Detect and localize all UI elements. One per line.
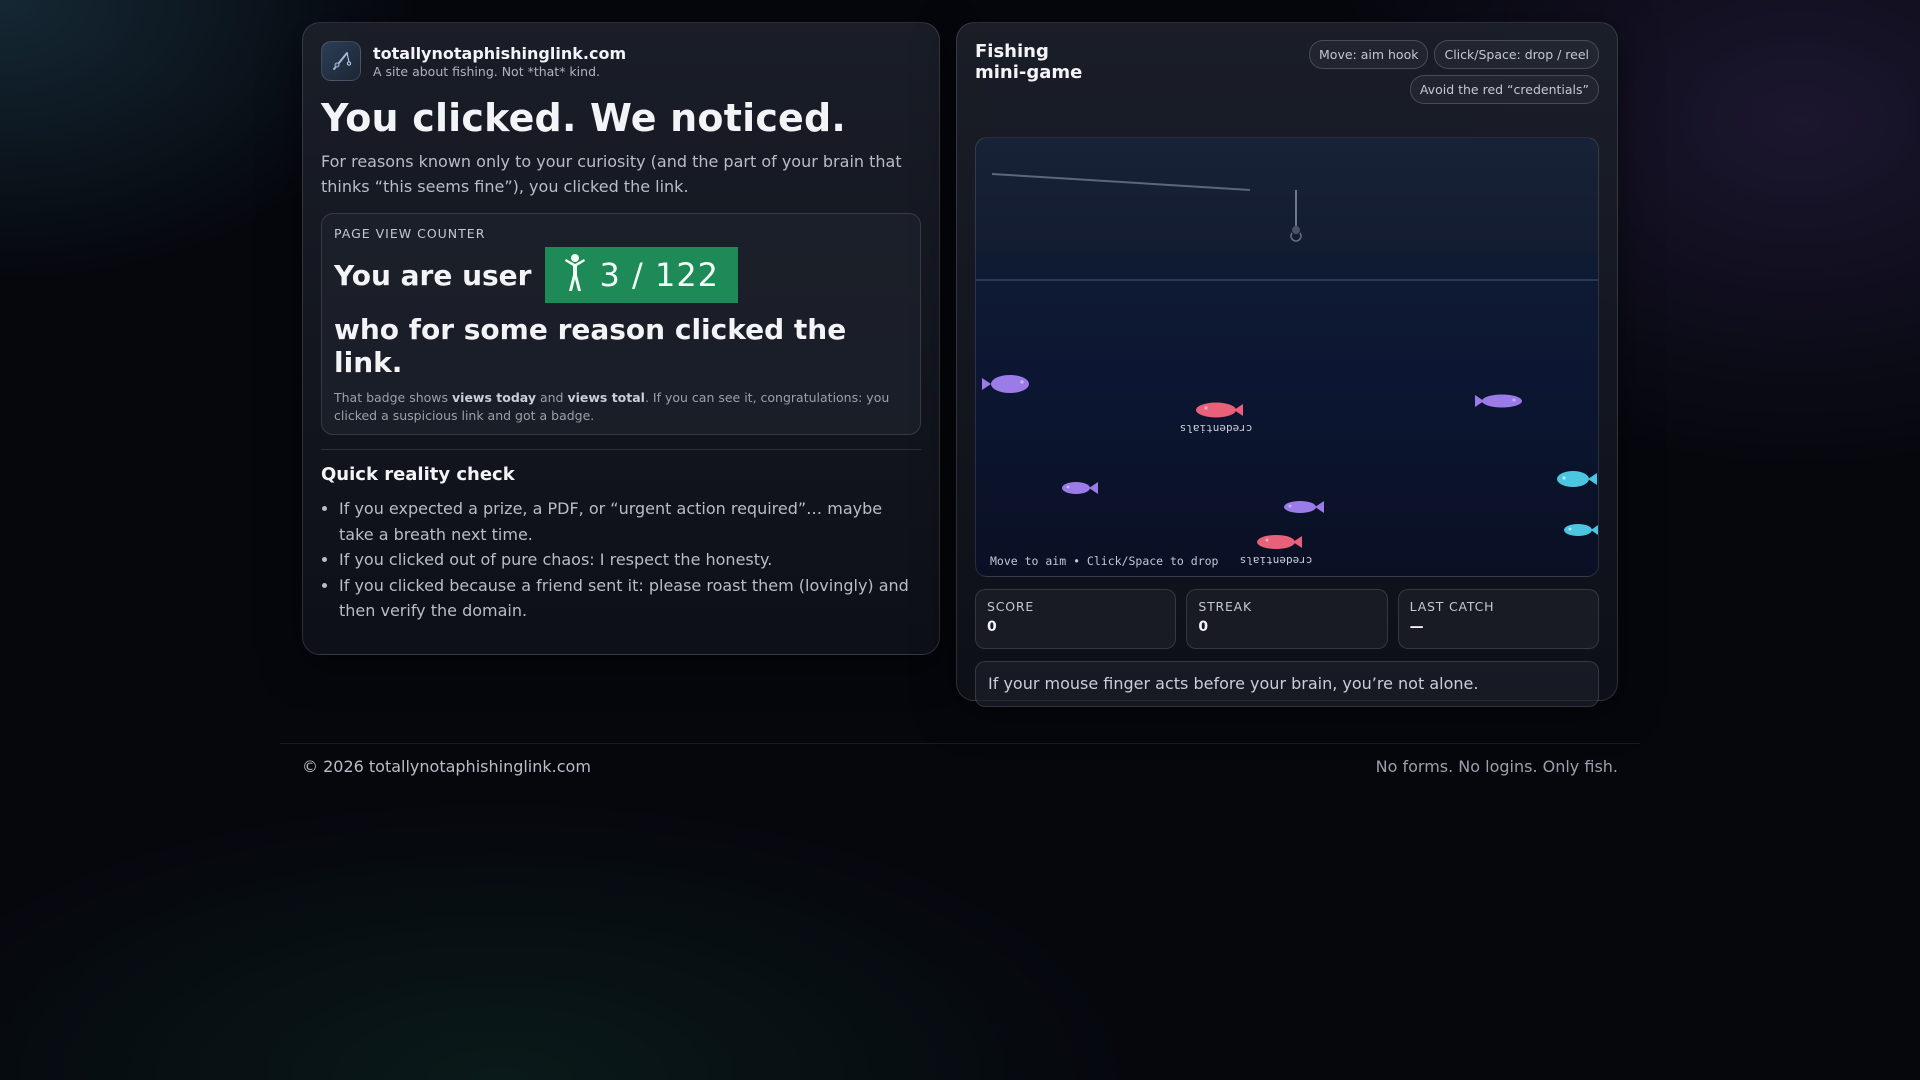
hook-weight — [1292, 226, 1300, 234]
divider — [321, 449, 921, 450]
credentials-label: credentials — [1180, 422, 1253, 435]
page-title: You clicked. We noticed. — [321, 96, 847, 140]
info-panel: totallynotaphishinglink.com A site about… — [302, 22, 940, 655]
game-panel: Fishing mini-game Move: aim hook Click/S… — [956, 22, 1618, 707]
fish-icon — [982, 375, 1029, 393]
brand-header: totallynotaphishinglink.com A site about… — [321, 41, 921, 81]
list-item: If you clicked out of pure chaos: I resp… — [339, 547, 921, 573]
credentials-fish-icon — [1196, 402, 1243, 418]
stats-row: SCORE 0 STREAK 0 LAST CATCH — — [975, 589, 1599, 649]
site-tagline: A site about fishing. Not *that* kind. — [373, 63, 600, 79]
chip-avoid: Avoid the red “credentials” — [1409, 75, 1599, 104]
credentials-fish-icon — [1257, 535, 1302, 549]
last-catch-value: — — [1409, 619, 1424, 635]
canvas-hint: Move to aim • Click/Space to drop — [990, 554, 1219, 568]
score-card: SCORE 0 — [975, 589, 1177, 649]
fish-icon — [1062, 482, 1098, 494]
streak-card: STREAK 0 — [1186, 589, 1388, 649]
footer-copyright: © 2026 totallynotaphishinglink.com — [302, 757, 591, 776]
view-count-badge: 3 / 122 — [545, 247, 739, 303]
fish-icon — [1475, 394, 1522, 408]
chip-aim: Move: aim hook — [1309, 40, 1429, 69]
list-item: If you expected a prize, a PDF, or “urge… — [339, 496, 921, 547]
hook-icon — [1290, 232, 1302, 242]
score-value: 0 — [987, 619, 997, 635]
fishing-pole-icon — [321, 41, 361, 81]
game-canvas[interactable]: credentials — [975, 137, 1599, 577]
page-view-counter: PAGE VIEW COUNTER You are user 3 / 122 w… — [321, 213, 921, 435]
intro-text: For reasons known only to your curiosity… — [321, 152, 902, 196]
fish-icon — [1557, 471, 1597, 487]
stat-label: STREAK — [1198, 599, 1253, 614]
control-chips: Move: aim hook Click/Space: drop / reel … — [1299, 40, 1599, 104]
fish-icon — [1564, 524, 1598, 536]
fishing-rod-icon — [991, 173, 1251, 191]
game-title: Fishing mini-game — [975, 41, 1083, 83]
view-count-text: 3 / 122 — [599, 256, 720, 294]
stat-label: SCORE — [987, 599, 1035, 614]
counter-title: PAGE VIEW COUNTER — [334, 226, 486, 241]
counter-note: That badge shows views today and views t… — [334, 390, 890, 423]
person-icon — [561, 253, 589, 297]
reality-check-title: Quick reality check — [321, 464, 515, 485]
footer-slogan: No forms. No logins. Only fish. — [1375, 757, 1618, 776]
counter-prefix: You are user — [334, 258, 532, 292]
game-message: If your mouse finger acts before your br… — [975, 661, 1599, 707]
game-scene: credentials — [976, 173, 1598, 567]
last-catch-card: LAST CATCH — — [1397, 589, 1599, 649]
streak-value: 0 — [1198, 619, 1209, 635]
stat-label: LAST CATCH — [1409, 599, 1495, 614]
list-item: If you clicked because a friend sent it:… — [339, 573, 921, 624]
fish-icon — [1284, 501, 1324, 513]
footer-divider — [280, 743, 1640, 744]
site-name: totallynotaphishinglink.com — [373, 43, 627, 63]
counter-suffix: who for some reason clicked the link. — [334, 313, 847, 379]
credentials-label: credentials — [1240, 554, 1313, 567]
reality-check-list: If you expected a prize, a PDF, or “urge… — [321, 496, 921, 624]
chip-drop: Click/Space: drop / reel — [1434, 40, 1599, 69]
